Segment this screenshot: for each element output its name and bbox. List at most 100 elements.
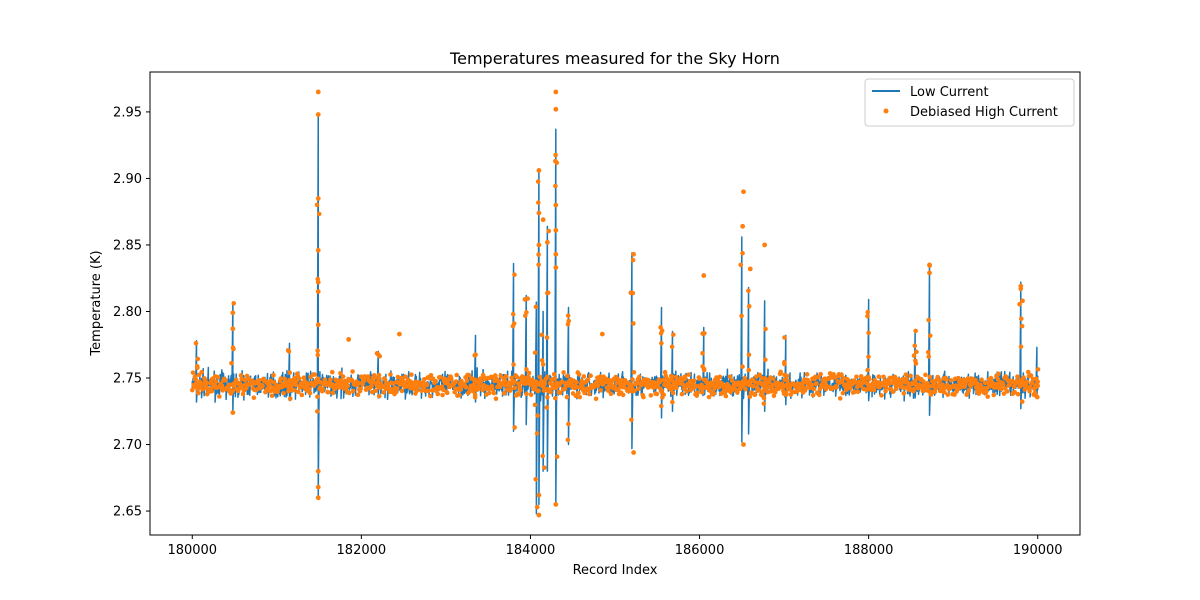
scatter-point [686,372,692,377]
scatter-point [782,361,787,367]
scatter-point [658,330,664,336]
scatter-point [512,272,517,277]
scatter-point [315,352,321,358]
scatter-point [945,392,951,397]
scatter-point [217,394,222,399]
scatter-point [1027,384,1033,390]
scatter-point [372,375,378,380]
scatter-point [1017,301,1022,307]
scatter-point [776,386,781,391]
scatter-point [399,388,405,394]
scatter-point [670,383,676,388]
scatter-point [240,391,246,397]
scatter-point [533,476,538,482]
scatter-point [397,331,402,337]
scatter-point [1001,391,1007,396]
scatter-point [1018,283,1024,289]
scatter-point [679,391,685,397]
scatter-point [457,392,462,398]
scatter-point [478,378,484,384]
legend-box [864,78,1075,127]
scatter-point [424,382,430,388]
scatter-point [804,372,810,377]
scatter-point [876,374,882,379]
scatter-point [373,388,378,394]
scatter-point [315,247,321,253]
scatter-point [810,392,816,398]
scatter-point [553,265,559,270]
scatter-point [740,250,745,256]
scatter-point [553,106,559,112]
scatter-point [516,392,522,397]
scatter-point [921,379,926,384]
scatter-point [492,373,498,378]
scatter-point [587,391,592,397]
scatter-point [532,350,538,355]
scatter-point [376,372,382,378]
scatter-point [619,377,625,383]
scatter-point [668,387,674,393]
scatter-point [550,385,556,391]
scatter-point [428,393,433,399]
scatter-point [472,353,478,358]
scatter-point [1033,376,1039,382]
scatter-point [518,387,523,393]
x-axis-title: Record Index [573,563,658,578]
scatter-point [449,376,454,382]
scatter-point [901,391,907,396]
scatter-point [553,89,559,95]
scatter-point [564,373,570,379]
scatter-point [816,392,822,398]
scatter-point [215,374,221,380]
scatter-point [657,379,662,385]
scatter-point [956,375,961,381]
scatter-point [903,372,909,377]
scatter-point [501,391,507,396]
scatter-point [329,369,335,375]
scatter-point [204,380,209,386]
scatter-point [193,341,199,346]
scatter-point [998,386,1004,392]
chart-title: Temperatures measured for the Sky Horn [449,49,780,68]
scatter-point [526,370,532,376]
scatter-point [512,385,518,391]
scatter-point [553,202,559,208]
scatter-point [966,388,972,393]
scatter-point [812,374,818,380]
scatter-point [630,377,635,382]
y-tick-label: 2.70 [113,438,142,453]
scatter-point [695,390,700,396]
scatter-point [553,502,559,507]
scatter-point [839,372,844,378]
scatter-point [630,257,636,263]
scatter-point [512,425,517,430]
scatter-point [622,384,627,390]
scatter-point [717,374,723,380]
scatter-point [646,378,652,383]
y-tick-label: 2.95 [113,105,142,120]
scatter-point [551,371,557,377]
scatter-point [738,262,744,268]
scatter-point [927,333,933,338]
scatter-point [393,389,399,395]
scatter-point [1012,389,1018,395]
scatter-point [741,189,746,195]
scatter-point [315,112,321,117]
scatter-point [727,374,733,380]
scatter-point [1025,369,1031,375]
legend: Low Current Debiased High Current [864,78,1075,127]
scatter-point [771,393,777,399]
plot-frame [149,71,1081,536]
scatter-point [540,453,545,459]
x-tick-label: 182000 [337,543,387,558]
scatter-point [697,376,702,381]
scatter-point [314,202,320,208]
scatter-point [840,390,846,396]
scatter-point [553,152,558,158]
scatter-point [557,390,563,396]
scatter-point [454,372,460,378]
scatter-point [382,377,388,383]
scatter-point [365,374,371,379]
y-tick-label: 2.75 [113,372,142,387]
scatter-point [1033,383,1038,388]
